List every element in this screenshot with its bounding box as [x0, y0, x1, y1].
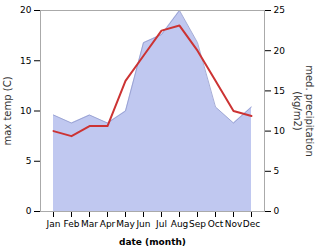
svg-text:15: 15	[274, 86, 285, 96]
svg-text:Dec: Dec	[243, 219, 260, 229]
svg-text:10: 10	[20, 106, 32, 116]
svg-text:Nov: Nov	[225, 219, 243, 229]
svg-text:Sep: Sep	[189, 219, 206, 229]
svg-text:0: 0	[274, 206, 280, 216]
svg-text:Mar: Mar	[81, 219, 98, 229]
svg-text:20: 20	[20, 5, 32, 15]
html-text:max temp (C): max temp (C)	[2, 76, 14, 145]
svg-text:Feb: Feb	[64, 219, 80, 229]
svg-text:0: 0	[26, 206, 32, 216]
html-text:med. precipitation (kg/m2): med. precipitation (kg/m2)	[292, 64, 315, 157]
svg-text:Aug: Aug	[171, 219, 189, 229]
svg-text:15: 15	[20, 56, 31, 66]
svg-text:Jul: Jul	[155, 219, 167, 229]
svg-text:5: 5	[274, 166, 280, 176]
svg-text:Oct: Oct	[208, 219, 224, 229]
svg-text:10: 10	[274, 126, 286, 136]
svg-text:Jan: Jan	[46, 219, 61, 229]
svg-text:25: 25	[274, 5, 285, 15]
svg-text:May: May	[116, 219, 135, 229]
svg-text:Jun: Jun	[135, 219, 150, 229]
svg-text:20: 20	[274, 46, 286, 56]
svg-text:date (month): date (month)	[119, 237, 186, 247]
svg-text:5: 5	[26, 156, 32, 166]
svg-text:Apr: Apr	[100, 219, 116, 229]
